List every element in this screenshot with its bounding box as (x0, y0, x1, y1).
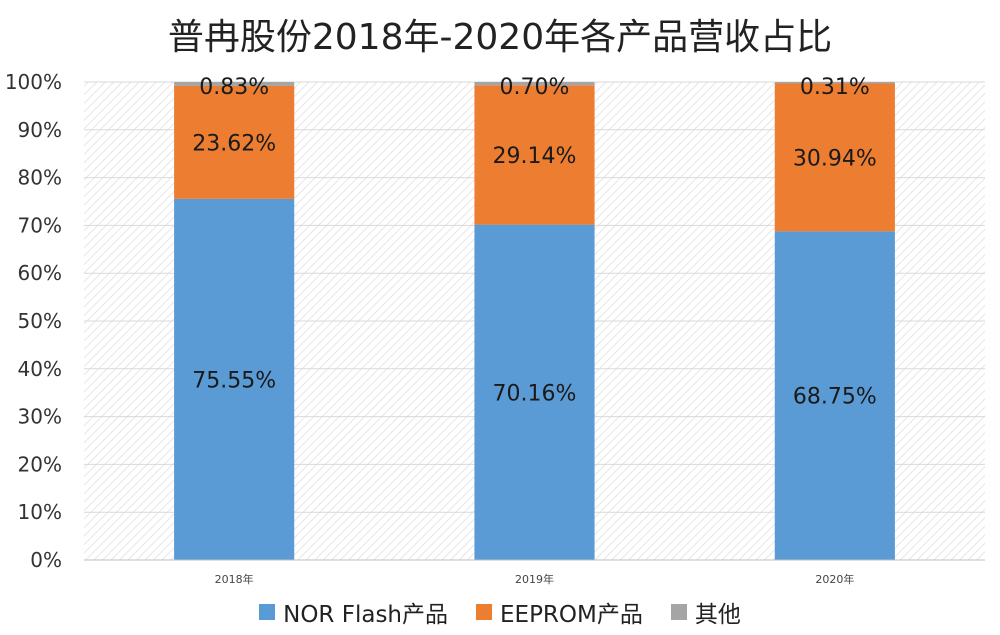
chart-title: 普冉股份2018年-2020年各产品营收占比 (167, 17, 833, 58)
data-label: 75.55% (192, 368, 276, 393)
y-tick-label: 90% (18, 118, 62, 142)
data-label: 0.31% (800, 75, 870, 100)
x-axis: 2018年 2019年 2020年 (84, 559, 985, 586)
bar-segment (474, 85, 595, 225)
data-label: 23.62% (192, 131, 276, 156)
y-tick-label: 30% (18, 405, 62, 429)
y-tick-label: 80% (18, 166, 62, 190)
bar-segment (774, 82, 895, 84)
y-tick-label: 50% (18, 309, 62, 333)
y-axis: 0% 10% 20% 30% 40% 50% 60% 70% 80% 90% 100% (5, 70, 62, 572)
bar-segment (474, 82, 595, 86)
y-tick-label: 70% (18, 213, 62, 237)
legend-swatch-nor-flash (259, 604, 276, 620)
data-label: 68.75% (793, 385, 877, 410)
legend-swatch-eeprom (476, 604, 492, 620)
legend: NOR Flash产品 EEPROM产品 其他 (0, 592, 1000, 632)
bar-segment (474, 224, 595, 560)
legend-item-other: 其他 (670, 595, 741, 629)
legend-label-eeprom: EEPROM产品 (500, 602, 643, 628)
x-tick-label: 2019年 (515, 572, 554, 586)
y-tick-label: 60% (18, 261, 62, 285)
legend-item-eeprom: EEPROM产品 (476, 595, 643, 629)
bar-segment (774, 231, 895, 560)
y-tick-label: 10% (18, 500, 62, 524)
bar-segment (774, 83, 895, 232)
bar-segment (174, 198, 295, 560)
y-tick-label: 20% (18, 452, 62, 476)
y-tick-label: 0% (30, 548, 62, 572)
data-label: 0.83% (199, 75, 269, 100)
y-tick-label: 40% (18, 357, 62, 381)
x-tick-label: 2020年 (815, 572, 854, 586)
bar-segment (174, 85, 295, 199)
x-tick-label: 2018年 (215, 572, 254, 586)
data-label: 30.94% (793, 146, 877, 171)
data-label: 0.70% (500, 75, 570, 100)
bars: 75.55% 23.62% 0.83% 70.16% 29.14% 0.70% 68.75%… (174, 75, 895, 560)
data-label: 29.14% (493, 144, 577, 169)
legend-swatch-other (670, 604, 687, 620)
legend-label-nor-flash: NOR Flash产品 (283, 602, 448, 628)
y-tick-label: 100% (5, 70, 62, 94)
legend-label-other: 其他 (694, 602, 741, 628)
legend-item-nor-flash: NOR Flash产品 (259, 595, 448, 629)
bar-segment (174, 82, 295, 86)
data-label: 70.16% (493, 381, 577, 406)
